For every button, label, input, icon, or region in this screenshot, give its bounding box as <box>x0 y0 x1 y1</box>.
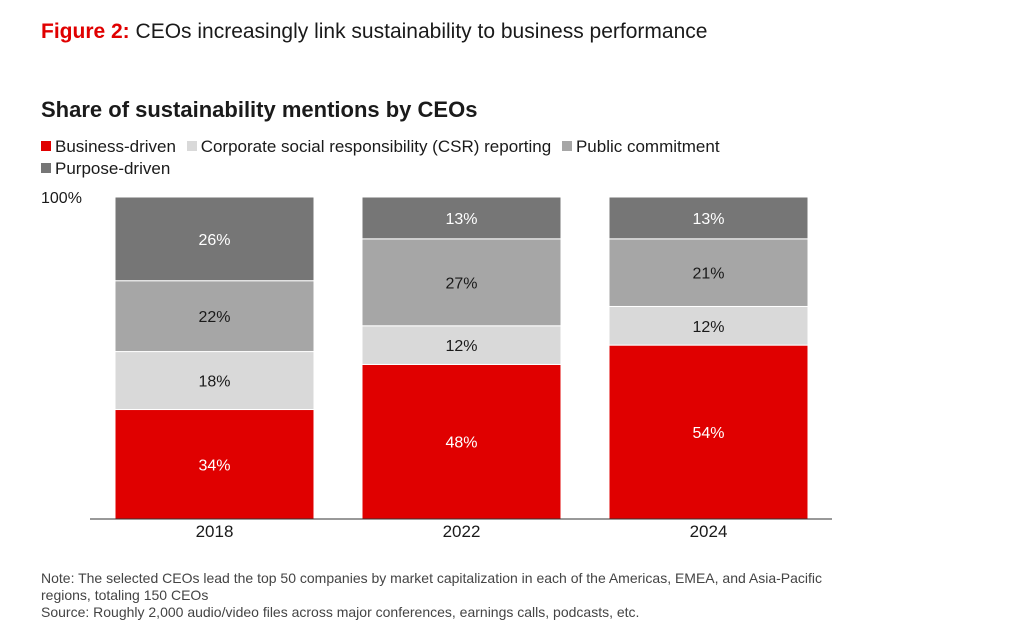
figure-caption: CEOs increasingly link sustainability to… <box>129 20 708 43</box>
figure-label: Figure 2: <box>41 20 130 43</box>
x-tick-label-2022: 2022 <box>443 522 481 541</box>
legend-swatch <box>41 163 51 173</box>
legend-item-csr-reporting: Corporate social responsibility (CSR) re… <box>186 136 552 158</box>
chart-notes: Note: The selected CEOs lead the top 50 … <box>41 570 841 621</box>
bar-segment-2022-0 <box>361 363 562 520</box>
legend-item-business-driven: Business-driven <box>41 136 176 158</box>
data-label-2018-1: 18% <box>198 374 230 391</box>
data-label-2018-0: 34% <box>198 457 230 474</box>
bar-segment-2018-3 <box>114 196 315 282</box>
legend-swatch <box>41 141 51 151</box>
bar-segment-2018-2 <box>114 280 315 353</box>
bar-segment-2022-3 <box>361 196 562 240</box>
legend-swatch <box>561 141 572 151</box>
data-label-2024-3: 13% <box>692 211 724 228</box>
note-text: Note: The selected CEOs lead the top 50 … <box>41 570 823 603</box>
bar-segment-2018-0 <box>114 409 315 520</box>
bar-segment-2022-2 <box>361 238 562 327</box>
legend-label: Purpose-driven <box>55 159 171 178</box>
x-tick-label-2024: 2024 <box>690 522 728 541</box>
data-label-2018-3: 26% <box>198 232 230 249</box>
data-label-2024-2: 21% <box>692 266 724 283</box>
data-label-2022-3: 13% <box>445 211 477 228</box>
bar-segment-2024-0 <box>608 344 809 520</box>
bar-segment-2018-1 <box>114 351 315 411</box>
x-tick-label-2018: 2018 <box>196 522 234 541</box>
chart-legend: Business-driven Corporate social respons… <box>41 136 801 180</box>
legend-item-public-commitment: Public commitment <box>561 136 720 158</box>
data-label-2022-2: 27% <box>445 275 477 292</box>
bar-segment-2024-2 <box>608 238 809 307</box>
data-label-2022-1: 12% <box>445 338 477 355</box>
chart-title: Share of sustainability mentions by CEOs <box>41 97 478 122</box>
bar-segment-2024-1 <box>608 305 809 346</box>
y-axis-top-label: 100% <box>41 190 82 207</box>
data-label-2022-0: 48% <box>445 435 477 452</box>
data-label-2024-1: 12% <box>692 319 724 336</box>
legend-label: Corporate social responsibility (CSR) re… <box>200 137 552 156</box>
data-label-2018-2: 22% <box>198 309 230 326</box>
bar-segment-2024-3 <box>608 196 809 240</box>
legend-item-purpose-driven: Purpose-driven <box>41 158 170 180</box>
legend-swatch <box>186 141 197 151</box>
legend-label: Public commitment <box>575 137 720 156</box>
figure-title: Figure 2: CEOs increasingly link sustain… <box>41 18 707 46</box>
source-text: Source: Roughly 2,000 audio/video files … <box>41 604 640 620</box>
bar-segment-2022-1 <box>361 325 562 365</box>
legend-label: Business-driven <box>55 137 176 156</box>
data-label-2024-0: 54% <box>692 425 724 442</box>
